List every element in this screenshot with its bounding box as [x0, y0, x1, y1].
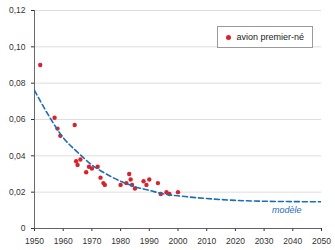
svg-text:1950: 1950 — [25, 236, 44, 246]
svg-text:2010: 2010 — [197, 236, 216, 246]
svg-text:2050: 2050 — [312, 236, 331, 246]
svg-text:0,12: 0,12 — [9, 5, 26, 15]
svg-text:2030: 2030 — [255, 236, 274, 246]
svg-text:0,04: 0,04 — [9, 151, 26, 161]
svg-text:2040: 2040 — [283, 236, 302, 246]
svg-text:0,06: 0,06 — [9, 114, 26, 124]
svg-text:1970: 1970 — [82, 236, 101, 246]
svg-text:1990: 1990 — [140, 236, 159, 246]
svg-text:0,08: 0,08 — [9, 78, 26, 88]
svg-text:0: 0 — [21, 223, 26, 233]
html-text:avion premier-né: avion premier-né — [236, 32, 304, 42]
svg-text:2020: 2020 — [226, 236, 245, 246]
svg-text:2000: 2000 — [169, 236, 188, 246]
svg-text:0,10: 0,10 — [9, 42, 26, 52]
svg-text:modèle: modèle — [272, 205, 302, 215]
svg-text:1960: 1960 — [54, 236, 73, 246]
svg-text:1980: 1980 — [111, 236, 130, 246]
svg-text:0,02: 0,02 — [9, 187, 26, 197]
